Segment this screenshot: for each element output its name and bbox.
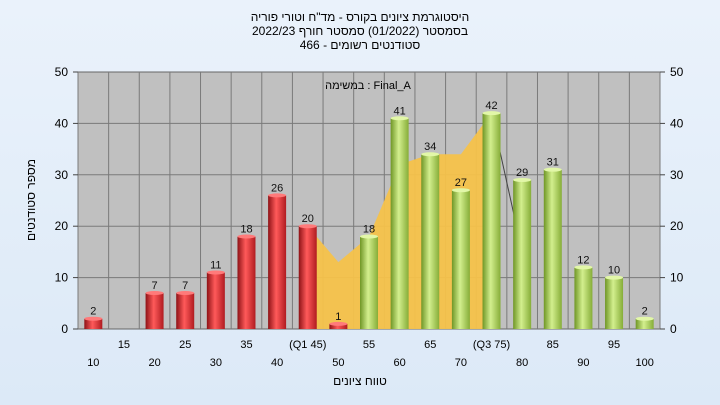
bar-cap bbox=[268, 193, 287, 198]
bar bbox=[574, 267, 593, 329]
x-tick-label: 25 bbox=[179, 339, 191, 351]
y-axis-left-ticks: 0 10 20 30 40 50 bbox=[55, 65, 78, 336]
bar bbox=[298, 226, 317, 329]
bar bbox=[543, 169, 562, 329]
bar-cap bbox=[482, 111, 501, 116]
bar-cap bbox=[451, 188, 470, 193]
bar-cap bbox=[145, 291, 164, 296]
y-tick-right: 30 bbox=[670, 168, 684, 182]
y-tick-right: 10 bbox=[670, 271, 684, 285]
y-tick-left: 10 bbox=[55, 271, 69, 285]
bar-value-label: 41 bbox=[394, 105, 406, 117]
bars bbox=[84, 111, 654, 330]
chart-annotation: במשימה : Final_A bbox=[325, 80, 411, 92]
bar bbox=[635, 318, 654, 329]
y-tick-left: 50 bbox=[55, 65, 69, 79]
bar-value-label: 12 bbox=[577, 254, 589, 266]
bar-cap bbox=[237, 234, 256, 239]
bar-value-label: 10 bbox=[608, 265, 620, 277]
bar-cap bbox=[298, 224, 317, 229]
x-tick-label: 55 bbox=[363, 339, 375, 351]
bar-value-label: 18 bbox=[363, 223, 375, 235]
bar-value-label: 18 bbox=[240, 223, 252, 235]
y-tick-right: 40 bbox=[670, 116, 684, 130]
bar-value-label: 2 bbox=[90, 306, 96, 318]
bar bbox=[451, 190, 470, 329]
bar-value-label: 7 bbox=[152, 280, 158, 292]
x-tick-label: 60 bbox=[394, 357, 406, 369]
x-tick-label: 35 bbox=[240, 339, 252, 351]
bar-cap bbox=[543, 167, 562, 172]
x-tick-label: 10 bbox=[87, 357, 99, 369]
bar-cap bbox=[513, 177, 532, 182]
y-tick-left: 0 bbox=[61, 322, 68, 336]
x-tick-label: 95 bbox=[608, 339, 620, 351]
x-tick-label: 90 bbox=[577, 357, 589, 369]
bar bbox=[360, 236, 378, 329]
chart-title: היסטוגרמת ציונים בקורס - מד"ח וטורי פורי… bbox=[251, 10, 469, 52]
bar bbox=[390, 118, 409, 329]
bar-value-label: 20 bbox=[302, 213, 314, 225]
title-line-1: היסטוגרמת ציונים בקורס - מד"ח וטורי פורי… bbox=[251, 10, 469, 24]
bar-value-label: 31 bbox=[547, 157, 559, 169]
bar bbox=[421, 154, 440, 329]
bar-value-label: 1 bbox=[335, 311, 341, 323]
bar-cap bbox=[360, 234, 378, 239]
x-tick-label: 65 bbox=[424, 339, 436, 351]
bar-cap bbox=[329, 321, 348, 326]
bar-cap bbox=[574, 265, 593, 270]
bar-value-label: 2 bbox=[642, 306, 648, 318]
bar bbox=[268, 195, 287, 329]
x-axis-title: טווח ציונים bbox=[333, 374, 387, 388]
x-tick-label: 100 bbox=[636, 357, 654, 369]
bar-value-label: 29 bbox=[516, 167, 528, 179]
bar bbox=[329, 323, 348, 329]
y-tick-right: 20 bbox=[670, 219, 684, 233]
y-tick-left: 30 bbox=[55, 168, 69, 182]
grid bbox=[77, 72, 661, 329]
title-line-3: סטודנטים רשומים - 466 bbox=[300, 38, 421, 52]
bar-cap bbox=[635, 316, 654, 321]
bar-cap bbox=[176, 291, 195, 296]
bar bbox=[237, 236, 256, 329]
x-axis-ticks: 10 15 20 25 30 35 40 (Q1 45) 50 55 60 65 70 (Q3 75) 80… bbox=[87, 339, 654, 369]
x-tick-label: (Q3 75) bbox=[473, 339, 510, 351]
x-tick-label: 80 bbox=[516, 357, 528, 369]
y-tick-left: 20 bbox=[55, 219, 69, 233]
y-tick-left: 40 bbox=[55, 116, 69, 130]
bar-cap bbox=[206, 270, 225, 275]
y-tick-right: 50 bbox=[670, 65, 684, 79]
bar bbox=[605, 277, 624, 329]
title-line-2: בסמסטר (01/2022) סמסטר חורף 2022/23 bbox=[252, 24, 468, 38]
bar-value-label: 42 bbox=[485, 100, 497, 112]
bar bbox=[482, 113, 501, 330]
bar-cap bbox=[84, 316, 103, 321]
bar-value-label: 34 bbox=[424, 141, 436, 153]
x-tick-label: 20 bbox=[148, 357, 160, 369]
bar bbox=[206, 272, 225, 329]
x-tick-label: 50 bbox=[332, 357, 344, 369]
bar-cap bbox=[605, 275, 624, 280]
bar-value-label: 26 bbox=[271, 182, 283, 194]
x-tick-label: (Q1 45) bbox=[289, 339, 326, 351]
y-axis-right-ticks: 0 10 20 30 40 50 bbox=[660, 65, 684, 336]
bar-value-label: 27 bbox=[455, 177, 467, 189]
x-tick-label: 30 bbox=[210, 357, 222, 369]
bar-value-label: 7 bbox=[182, 280, 188, 292]
x-tick-label: 85 bbox=[547, 339, 559, 351]
bar bbox=[176, 293, 195, 329]
bar-cap bbox=[390, 116, 409, 121]
x-tick-label: 70 bbox=[455, 357, 467, 369]
bar bbox=[84, 318, 103, 329]
x-tick-label: 40 bbox=[271, 357, 283, 369]
bar-value-label: 11 bbox=[210, 259, 221, 271]
bar bbox=[513, 179, 532, 329]
bar-cap bbox=[421, 152, 440, 157]
bar bbox=[145, 293, 164, 329]
y-tick-right: 0 bbox=[670, 322, 677, 336]
y-axis-title: מספר סטודנטים bbox=[24, 159, 38, 241]
x-tick-label: 15 bbox=[118, 339, 130, 351]
